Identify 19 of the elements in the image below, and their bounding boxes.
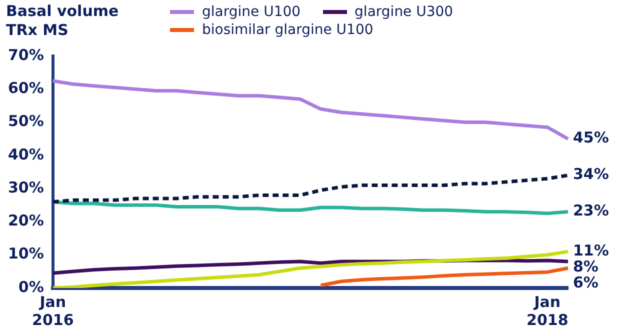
- line-series: [51, 174, 570, 204]
- legend-label: biosimilar glargine U100: [202, 22, 374, 38]
- y-tick-label: 70%: [8, 46, 44, 64]
- y-tick-label: 40%: [8, 145, 44, 164]
- y-tick-label: 60%: [8, 79, 44, 98]
- data-label: 34%: [573, 165, 609, 184]
- data-label: 45%: [573, 128, 609, 147]
- y-tick-label: 10%: [8, 244, 44, 263]
- x-tick-label: Jan 2018: [526, 292, 568, 329]
- legend-label: glargine U100: [202, 4, 301, 20]
- legend-label: glargine U300: [354, 4, 454, 20]
- data-label: 23%: [573, 202, 609, 220]
- y-tick-label: 50%: [8, 112, 44, 130]
- data-label: 11%: [573, 241, 609, 260]
- data-label: 6%: [573, 273, 598, 292]
- chart-title: Basal volume TRx MS: [6, 2, 120, 40]
- y-tick-label: 20%: [8, 212, 44, 230]
- y-tick-label: 30%: [8, 178, 44, 196]
- data-label: 8%: [573, 257, 598, 276]
